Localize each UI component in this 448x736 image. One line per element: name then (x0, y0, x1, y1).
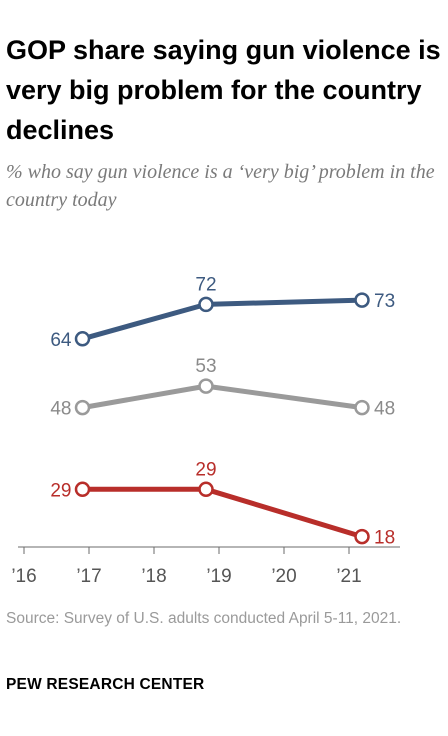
chart-title: GOP share saying gun violence is very bi… (6, 35, 441, 145)
data-point (198, 296, 214, 313)
data-label: 73 (374, 291, 395, 312)
series-line-0 (80, 297, 365, 342)
x-tick-label: ’21 (336, 566, 361, 587)
x-axis: ’16 ’17 ’18 ’19 ’20 ’21 (11, 546, 400, 587)
data-labels: 64 72 73 48 53 48 29 29 18 (50, 274, 395, 548)
data-label: 18 (374, 528, 395, 549)
series-points (74, 292, 370, 545)
series-line-2 (80, 486, 365, 540)
x-tick-label: ’17 (76, 566, 101, 587)
data-point (198, 378, 214, 394)
chart-subtitle: % who say gun violence is a ‘very big’ p… (6, 161, 435, 211)
series-line-1 (80, 383, 365, 411)
data-point (198, 481, 214, 498)
data-label: 48 (374, 399, 395, 420)
series-lines (80, 297, 365, 540)
brand-logo-text: PEW RESEARCH CENTER (6, 676, 205, 693)
data-point (354, 292, 370, 308)
data-label: 48 (50, 399, 71, 420)
data-point (74, 399, 91, 416)
data-point (74, 481, 91, 498)
data-label: 29 (195, 459, 216, 480)
x-tick-label: ’16 (11, 566, 36, 587)
x-tick-label: ’20 (271, 566, 296, 587)
line-chart: ’16 ’17 ’18 ’19 ’20 ’21 64 72 73 48 53 48 29 29 18 (11, 274, 400, 587)
data-label: 72 (195, 274, 216, 295)
x-tick-label: ’19 (206, 566, 231, 587)
data-label: 53 (195, 356, 216, 377)
data-point (354, 528, 370, 545)
data-label: 64 (50, 330, 72, 351)
x-tick-label: ’18 (141, 566, 166, 587)
data-point (354, 399, 370, 416)
data-point (74, 331, 91, 347)
data-label: 29 (50, 480, 71, 501)
source-note: Source: Survey of U.S. adults conducted … (6, 610, 402, 627)
